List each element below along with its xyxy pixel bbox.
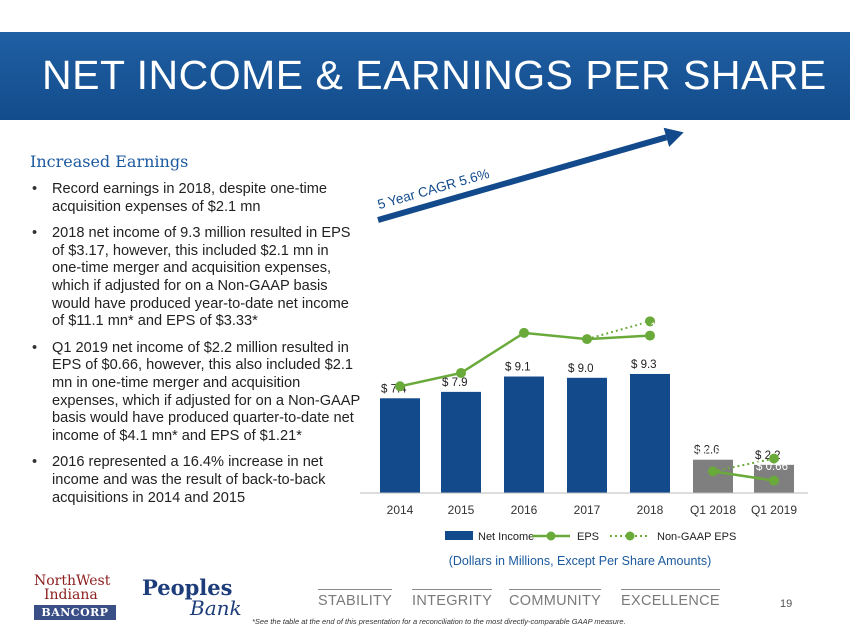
category-label: 2018 xyxy=(637,503,664,517)
chart-subtitle: (Dollars in Millions, Except Per Share A… xyxy=(449,554,712,568)
nongaap-eps-line xyxy=(586,320,651,341)
category-label: Q1 2018 xyxy=(690,503,736,517)
eps-point xyxy=(519,327,529,338)
eps-value-label: $ 2.75 xyxy=(443,320,475,332)
cagr-arrow-head xyxy=(663,127,684,147)
bar-2016 xyxy=(504,376,544,493)
bar-value-label: $ 7.9 xyxy=(442,377,468,389)
logo-line: Indiana xyxy=(44,587,98,603)
eps-point xyxy=(645,330,655,341)
bullet-item: 2016 represented a 16.4% increase in net… xyxy=(30,454,360,507)
eps-value-label: $ 0.66 xyxy=(756,461,788,473)
bar-2018 xyxy=(630,373,670,493)
bar-2017 xyxy=(567,377,607,493)
values-tagline: STABILITY INTEGRITY COMMUNITY EXCELLENCE xyxy=(318,589,720,613)
category-label: 2014 xyxy=(387,503,414,517)
category-label: 2015 xyxy=(448,503,475,517)
eps-value-label: $ 3.13 xyxy=(568,301,600,313)
eps-point xyxy=(456,367,466,378)
eps-point xyxy=(395,381,405,392)
legend-eps-marker xyxy=(546,531,556,541)
nongaap-eps-point xyxy=(769,453,779,464)
eps-value-label: $ 0.89 xyxy=(695,447,727,459)
net-income-eps-chart: $ 7.4$ 7.9$ 9.1 $ 9.0 $ 9.3$ 2.6 $ 2.2$ 2.6… xyxy=(360,127,808,568)
bullet-item: 2018 net income of 9.3 million resulted … xyxy=(30,225,360,331)
footnote: *See the table at the end of this presen… xyxy=(252,617,626,626)
bullet-item: Record earnings in 2018, despite one-tim… xyxy=(30,181,360,216)
value-word: COMMUNITY xyxy=(509,589,602,609)
cagr-arrow-group: 5 Year CAGR 5.6% xyxy=(376,127,684,223)
eps-point xyxy=(582,334,592,345)
page-title: NET INCOME & EARNINGS PER SHARE xyxy=(42,52,827,98)
legend-net-income-swatch xyxy=(445,531,473,540)
title-banner xyxy=(0,32,850,120)
bar-value-label: $ 9.1 xyxy=(505,362,531,374)
logo-line: BANCORP xyxy=(34,605,116,620)
category-label: 2016 xyxy=(511,503,538,517)
legend-net-income-label: Net Income xyxy=(478,531,534,543)
nongaap-value-label: $ 1.21 xyxy=(756,429,788,441)
bar-2015 xyxy=(441,391,481,493)
category-label: 2017 xyxy=(574,503,601,517)
cagr-arrow-shaft xyxy=(377,134,668,223)
northwest-indiana-bancorp-logo: NorthWest Indiana BANCORP xyxy=(34,574,116,620)
value-word: INTEGRITY xyxy=(412,589,493,609)
eps-line-quarterly xyxy=(712,470,775,482)
logo-line: Bank xyxy=(190,596,242,620)
nongaap-eps-point xyxy=(645,316,655,327)
eps-value-label: $ 3.20 xyxy=(506,293,538,305)
legend-nongaap-marker xyxy=(625,531,635,541)
value-word: EXCELLENCE xyxy=(621,589,720,609)
logo-line: Peoples xyxy=(142,575,233,600)
peoples-bank-logo: Peoples Bank xyxy=(142,577,242,618)
bar-value-label: $ 9.0 xyxy=(568,363,594,375)
value-word: STABILITY xyxy=(318,589,393,609)
nongaap-value-label: $ 3.33 xyxy=(631,284,663,296)
eps-point xyxy=(769,475,779,486)
bar-2014 xyxy=(380,398,420,493)
bullet-item: Q1 2019 net income of $2.2 million resul… xyxy=(30,340,360,446)
bar-value-label: $ 2.6 xyxy=(694,445,720,457)
category-label: Q1 2019 xyxy=(751,503,797,517)
bullet-list: Record earnings in 2018, despite one-tim… xyxy=(30,181,360,507)
eps-point xyxy=(708,466,718,477)
section-heading: Increased Earnings xyxy=(30,152,189,171)
logo-line: NorthWest xyxy=(34,573,111,589)
bar-value-label: $ 9.3 xyxy=(631,359,657,371)
eps-value-label: $ 3.17 xyxy=(631,322,663,334)
eps-value-label: $ 2.60 xyxy=(380,335,412,347)
text-panel: Increased Earnings Record earnings in 20… xyxy=(30,152,360,516)
legend-eps-label: EPS xyxy=(577,531,599,543)
nongaap-eps-line-quarterly xyxy=(712,457,775,473)
page-number: 19 xyxy=(780,598,793,610)
legend-nongaap-label: Non-GAAP EPS xyxy=(657,531,736,543)
